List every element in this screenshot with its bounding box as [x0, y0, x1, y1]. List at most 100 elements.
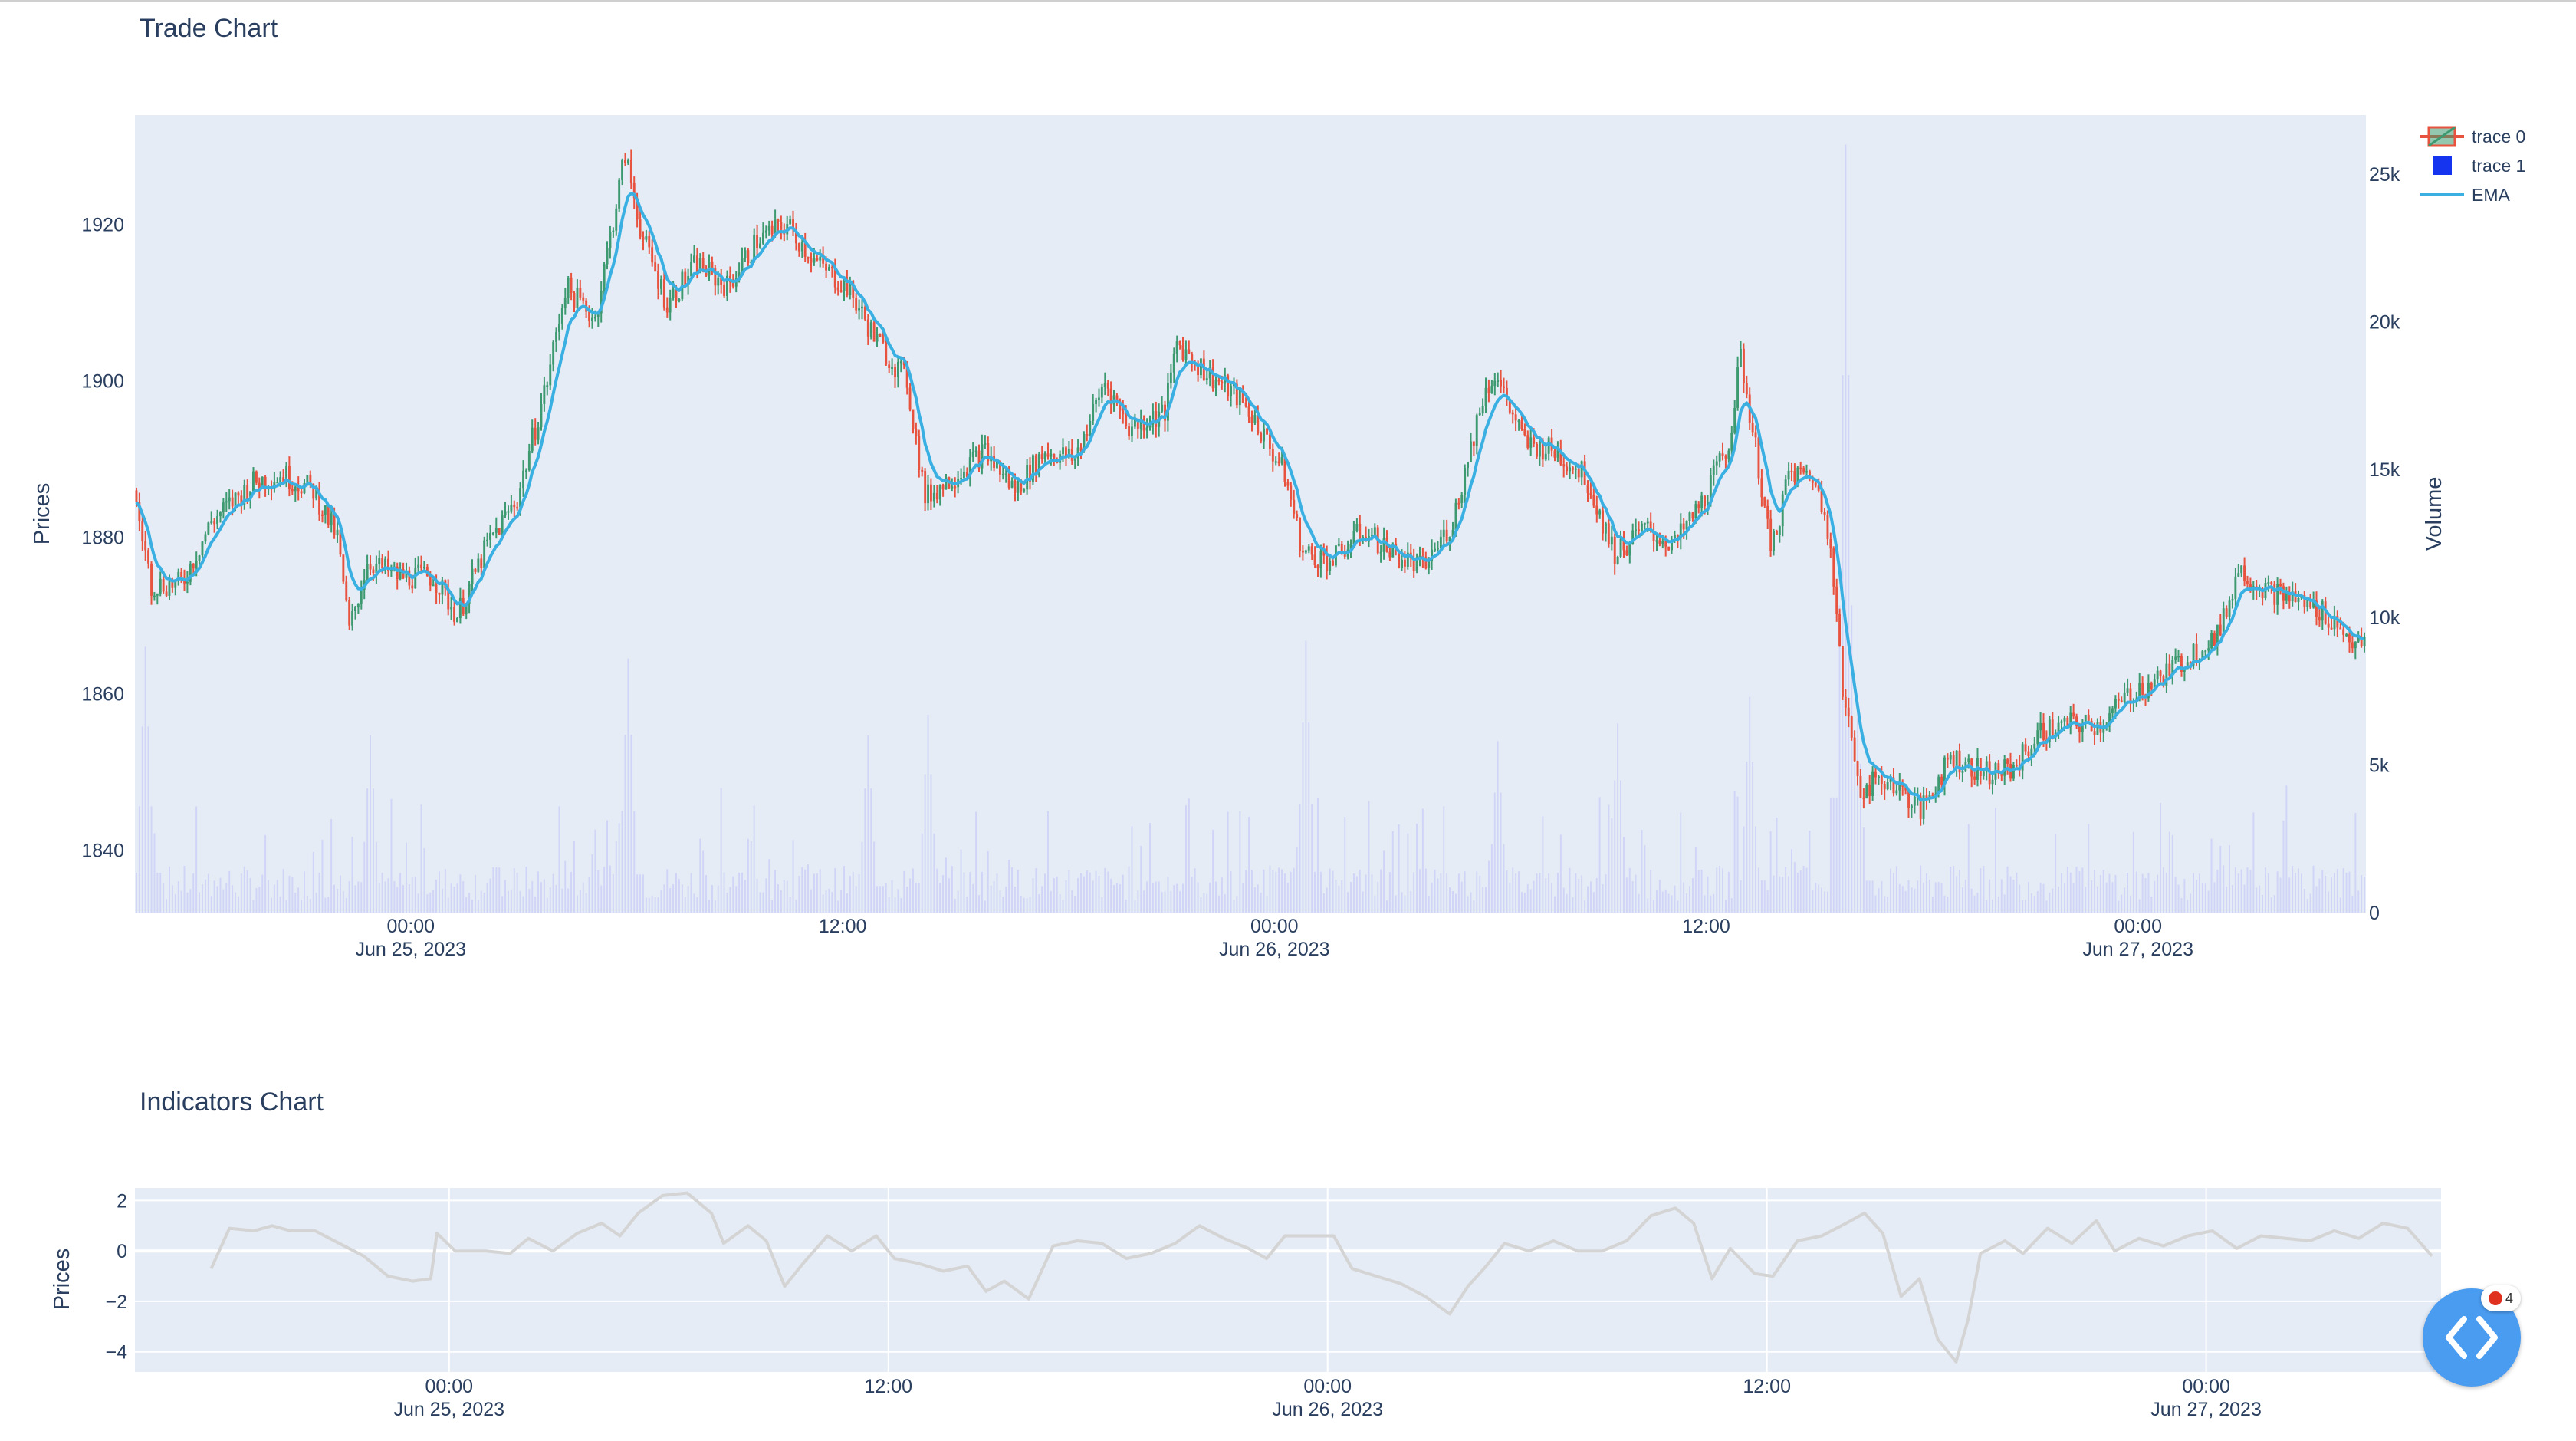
- volume-bar: [1314, 871, 1316, 913]
- candle-body: [1631, 530, 1635, 544]
- volume-bar: [2165, 872, 2167, 913]
- volume-bar: [537, 871, 539, 913]
- volume-bar: [912, 868, 914, 913]
- volume-bar: [510, 889, 512, 913]
- volume-bar: [888, 897, 890, 913]
- volume-bar: [546, 897, 548, 913]
- candle-body: [1817, 485, 1820, 491]
- volume-bar: [1470, 892, 1472, 913]
- candle-body: [2006, 759, 2009, 764]
- candle-body: [996, 460, 998, 468]
- candle-body: [159, 578, 162, 594]
- volume-bar: [567, 888, 570, 913]
- candle-body: [1484, 387, 1487, 406]
- candle-body: [1221, 381, 1224, 384]
- candle-body: [366, 564, 369, 580]
- volume-bar: [271, 897, 272, 913]
- volume-bar: [297, 887, 300, 913]
- volume-bar: [1595, 878, 1598, 913]
- volume-bar: [207, 873, 209, 913]
- candle-body: [1574, 468, 1577, 470]
- volume-bar: [1658, 880, 1661, 913]
- candle-body: [2291, 591, 2294, 602]
- volume-bar: [1212, 829, 1214, 913]
- legend[interactable]: trace 0 trace 1 EMA: [2420, 126, 2525, 205]
- volume-bar: [1479, 875, 1481, 913]
- volume-bar: [828, 888, 830, 913]
- candle-body: [324, 505, 327, 515]
- volume-bar: [1197, 882, 1199, 913]
- candle-body: [885, 342, 888, 365]
- candle-body: [1664, 541, 1668, 547]
- candle-body: [558, 324, 560, 332]
- volume-bar: [789, 897, 791, 913]
- volume-bar: [2052, 888, 2054, 913]
- volume-bar: [276, 880, 278, 913]
- legend-item-trace-0[interactable]: trace 0: [2420, 126, 2525, 147]
- candle-body: [1437, 548, 1439, 550]
- volume-bar: [1119, 883, 1121, 913]
- volume-bar: [1776, 818, 1778, 913]
- volume-bar: [1173, 885, 1175, 913]
- candle-body: [1083, 434, 1086, 452]
- volume-bar: [150, 806, 153, 913]
- candle-body: [2192, 643, 2195, 666]
- candle-body: [246, 485, 249, 501]
- volume-bar: [334, 884, 335, 913]
- volume-bar: [1683, 882, 1685, 913]
- volume-bar: [1350, 882, 1352, 913]
- volume-bar: [1302, 722, 1304, 913]
- legend-item-ema[interactable]: EMA: [2420, 185, 2511, 205]
- candle-body: [632, 183, 636, 199]
- volume-bar: [213, 880, 215, 913]
- volume-bar: [900, 898, 902, 913]
- code-toggle-button[interactable]: [2423, 1288, 2521, 1387]
- volume-bar: [1272, 870, 1274, 913]
- candle-body: [582, 297, 585, 301]
- volume-bar: [1128, 866, 1130, 913]
- candle-body: [507, 511, 510, 513]
- candle-body: [734, 278, 738, 287]
- volume-bar: [984, 900, 986, 913]
- volume-bar: [2108, 873, 2111, 913]
- candle-body: [2351, 642, 2354, 649]
- candle-body: [825, 263, 827, 271]
- volume-bar: [462, 881, 465, 913]
- candle-body: [1349, 544, 1352, 550]
- volume-bar: [1796, 873, 1799, 913]
- volume-bar: [1320, 871, 1322, 913]
- candle-body: [498, 528, 501, 535]
- notification-badge[interactable]: 4: [2481, 1285, 2521, 1311]
- legend-item-trace-1[interactable]: trace 1: [2433, 156, 2525, 176]
- volume-bar: [1782, 877, 1784, 913]
- candle-body: [780, 222, 783, 230]
- candle-body: [1188, 349, 1191, 354]
- candle-body: [177, 571, 180, 581]
- candle-body: [828, 267, 830, 271]
- price-axis-title: Prices: [30, 483, 54, 545]
- candle-body: [767, 225, 770, 231]
- candle-body: [1847, 707, 1850, 717]
- candle-body: [1760, 478, 1763, 498]
- volume-bar: [966, 897, 968, 913]
- candle-body: [2348, 634, 2351, 643]
- candle-body: [258, 482, 261, 489]
- volume-bar: [360, 882, 363, 913]
- candle-body: [567, 278, 570, 298]
- candle-body: [216, 515, 219, 525]
- candle-body: [1191, 354, 1194, 363]
- candle-body: [453, 607, 455, 623]
- candle-body: [968, 457, 971, 478]
- volume-bar: [177, 881, 179, 913]
- volume-bar: [591, 854, 593, 913]
- candle-body: [1769, 518, 1773, 551]
- candle-body: [764, 230, 767, 233]
- candle-body: [894, 367, 896, 377]
- volume-bar: [570, 871, 572, 913]
- volume-bar: [417, 893, 419, 913]
- volume-bar: [1317, 798, 1319, 913]
- volume-bar: [1997, 897, 1999, 913]
- ema-line: [135, 192, 2365, 802]
- candle-body: [2183, 669, 2186, 672]
- candle-body: [1103, 383, 1106, 387]
